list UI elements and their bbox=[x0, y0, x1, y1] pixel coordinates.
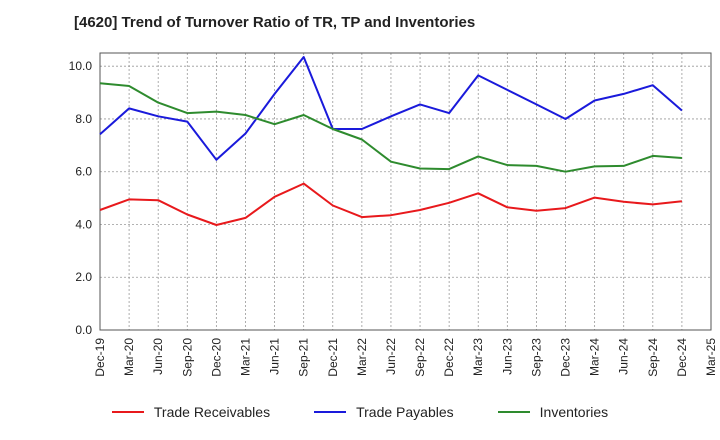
legend-item-inventories: Inventories bbox=[497, 404, 609, 420]
legend-label-trade-receivables: Trade Receivables bbox=[153, 404, 271, 420]
x-tick-label: Mar-24 bbox=[588, 338, 602, 376]
legend-label-trade-payables: Trade Payables bbox=[356, 404, 454, 420]
x-tick-label: Sep-23 bbox=[529, 338, 543, 377]
y-tick-label: 2.0 bbox=[75, 270, 92, 284]
x-tick-label: Jun-20 bbox=[151, 338, 165, 375]
x-tick-label: Jun-22 bbox=[384, 338, 398, 375]
x-tick-label: Mar-20 bbox=[122, 338, 136, 376]
series-lines bbox=[99, 56, 683, 226]
legend-label-inventories: Inventories bbox=[539, 404, 609, 420]
grid bbox=[100, 53, 711, 330]
legend: Trade Receivables Trade Payables Invento… bbox=[0, 404, 720, 420]
x-tick-label: Jun-24 bbox=[617, 338, 631, 375]
x-tick-label: Mar-22 bbox=[355, 338, 369, 376]
x-tick-label: Dec-24 bbox=[675, 338, 689, 377]
x-tick-label: Jun-23 bbox=[500, 338, 514, 375]
x-tick-label: Dec-20 bbox=[209, 338, 223, 377]
legend-swatch-inventories bbox=[497, 411, 530, 413]
series-line-trade-receivables bbox=[99, 182, 683, 226]
y-tick-label: 4.0 bbox=[75, 217, 92, 231]
chart-title: [4620] Trend of Turnover Ratio of TR, TP… bbox=[74, 14, 476, 31]
x-tick-label: Sep-24 bbox=[646, 338, 660, 377]
x-tick-label: Sep-21 bbox=[297, 338, 311, 377]
x-tick-label: Mar-25 bbox=[704, 338, 718, 376]
x-tick-label: Jun-21 bbox=[268, 338, 282, 375]
x-tick-label: Dec-23 bbox=[559, 338, 573, 377]
y-tick-label: 0.0 bbox=[75, 323, 92, 337]
x-tick-label: Dec-19 bbox=[93, 338, 107, 377]
legend-swatch-trade-payables bbox=[314, 411, 347, 413]
legend-item-trade-payables: Trade Payables bbox=[314, 404, 454, 420]
x-tick-label: Sep-20 bbox=[180, 338, 194, 377]
series-line-inventories bbox=[99, 82, 682, 173]
legend-swatch-trade-receivables bbox=[111, 411, 144, 413]
x-tick-label: Dec-21 bbox=[326, 338, 340, 377]
plot-frame bbox=[99, 52, 712, 331]
legend-item-trade-receivables: Trade Receivables bbox=[111, 404, 271, 420]
x-tick-label: Mar-23 bbox=[471, 338, 485, 376]
y-tick-label: 10.0 bbox=[69, 59, 93, 73]
x-tick-label: Mar-21 bbox=[238, 338, 252, 376]
y-tick-label: 6.0 bbox=[75, 165, 92, 179]
axes: 0.0 2.0 4.0 6.0 8.0 10.0 Dec-19 Mar-20 Jun-20 Sep… bbox=[69, 52, 718, 377]
series-line-trade-payables bbox=[99, 56, 683, 161]
y-tick-label: 8.0 bbox=[75, 112, 92, 126]
x-tick-label: Sep-22 bbox=[413, 338, 427, 377]
x-tick-label: Dec-22 bbox=[442, 338, 456, 377]
